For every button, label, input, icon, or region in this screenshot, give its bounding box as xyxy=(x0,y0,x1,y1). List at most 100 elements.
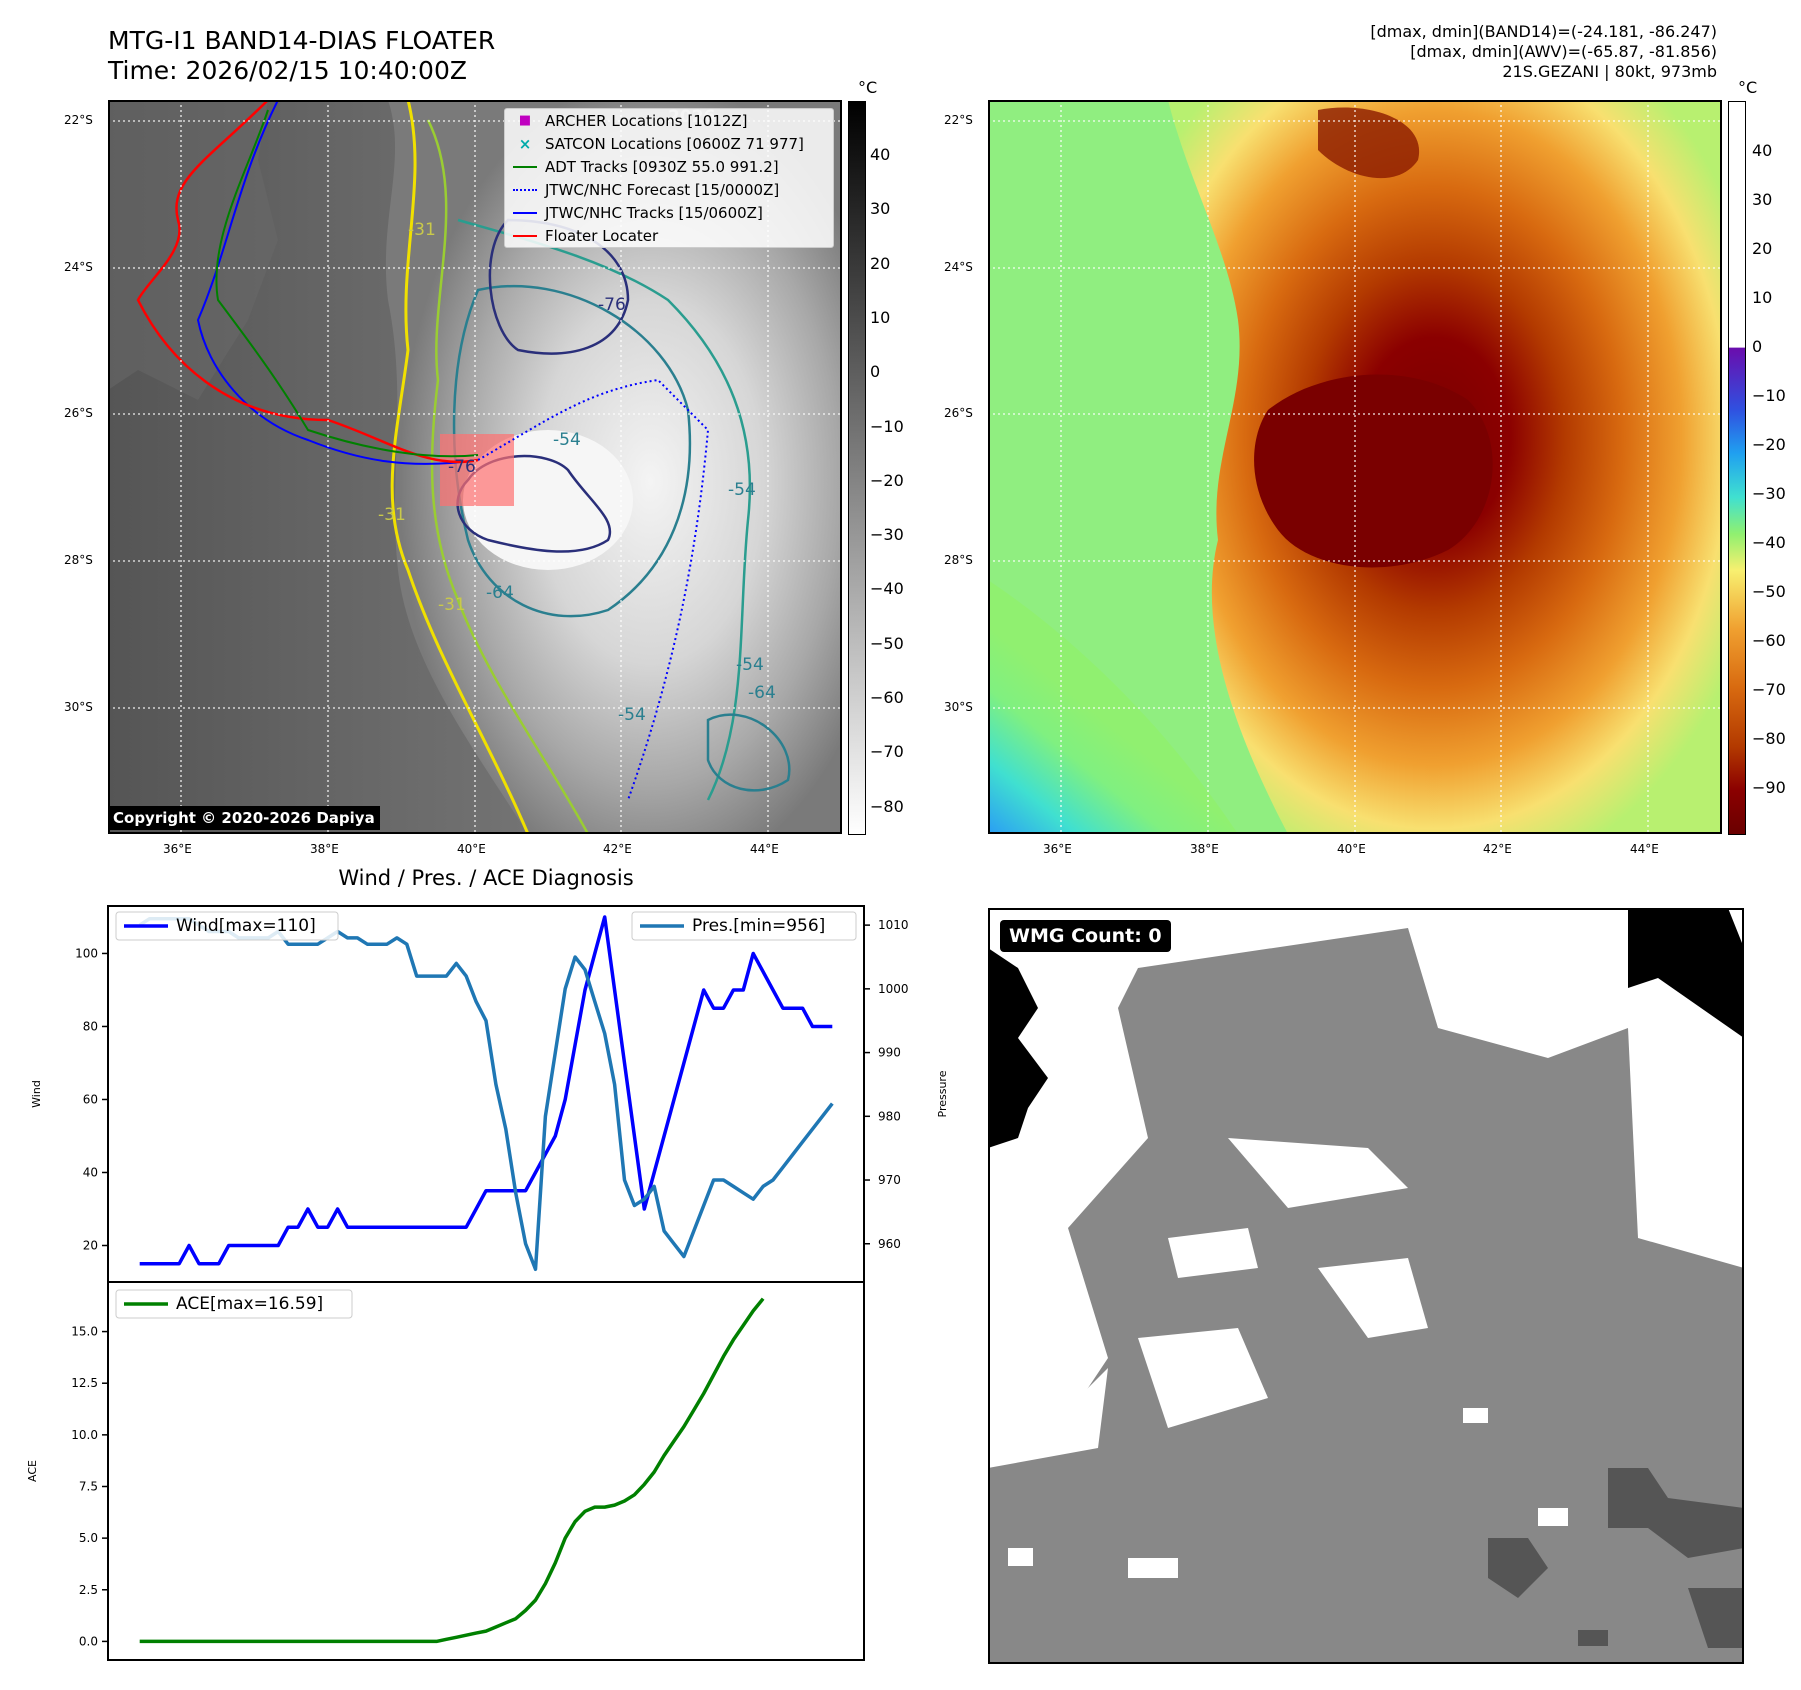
ir-color-frame xyxy=(988,100,1722,834)
contour-label: -76 xyxy=(448,457,476,477)
colorbar-tick-label: 10 xyxy=(870,307,891,327)
y-tick-label: 60 xyxy=(83,1092,98,1106)
lat-tick-label: 26°S xyxy=(64,406,93,420)
colorbar-tick-label: 0 xyxy=(870,362,881,382)
y-right-tick-label: 970 xyxy=(878,1173,901,1187)
wind-axis-label: Wind xyxy=(30,1080,43,1108)
legend-item-tracks: JTWC/NHC Tracks [15/0600Z] xyxy=(505,201,833,224)
pressure-series-line xyxy=(138,916,834,1272)
contour-label: -64 xyxy=(748,683,776,703)
info-line-1: [dmax, dmin](BAND14)=(-24.181, -86.247) xyxy=(1370,22,1717,41)
colorbar-tick-label: −10 xyxy=(870,416,904,436)
lon-tick-label: 40°E xyxy=(457,842,486,856)
lat-tick-label: 24°S xyxy=(64,260,93,274)
info-line-2: [dmax, dmin](AWV)=(-65.87, -81.856) xyxy=(1410,42,1717,61)
colorbar-tick-label: −70 xyxy=(1752,680,1786,699)
gray-colorbar-unit: °C xyxy=(858,78,878,97)
contour-label: -31 xyxy=(408,220,436,240)
colorbar-tick-label: −90 xyxy=(1752,778,1786,797)
y-right-tick-label: 1000 xyxy=(878,982,909,996)
colorbar-tick-label: −10 xyxy=(1752,386,1786,405)
colorbar-tick-label: 20 xyxy=(1752,239,1773,258)
colorbar-tick-label: −20 xyxy=(870,470,904,490)
pressure-legend-box xyxy=(631,911,857,941)
colorbar-tick-label: 20 xyxy=(870,253,891,273)
lat-tick-label: 30°S xyxy=(944,700,973,714)
ace-tick-label: 15.0 xyxy=(71,1325,98,1339)
legend-item-forecast: JTWC/NHC Forecast [15/0000Z] xyxy=(505,178,833,201)
lat-tick-label: 28°S xyxy=(944,553,973,567)
color-colorbar xyxy=(1728,101,1746,835)
lower-plot-frame xyxy=(107,1281,865,1661)
lon-tick-label: 40°E xyxy=(1337,842,1366,856)
ace-tick-label: 12.5 xyxy=(71,1376,98,1390)
colorbar-tick-label: −30 xyxy=(1752,484,1786,503)
lon-tick-label: 42°E xyxy=(603,842,632,856)
ace-tick-label: 2.5 xyxy=(79,1583,98,1597)
color-colorbar-unit: °C xyxy=(1738,78,1758,97)
title-line-1: MTG-I1 BAND14-DIAS FLOATER xyxy=(108,26,496,55)
legend-item-satcon: × SATCON Locations [0600Z 71 977] xyxy=(505,132,833,155)
colorbar-tick-label: 40 xyxy=(1752,141,1773,160)
colorbar-tick-label: −20 xyxy=(1752,435,1786,454)
ace-tick-label: 10.0 xyxy=(71,1428,98,1442)
copyright-label: Copyright © 2020-2026 Dapiya xyxy=(108,806,380,830)
lat-tick-label: 30°S xyxy=(64,700,93,714)
wind-legend-box xyxy=(115,911,339,941)
colorbar-tick-label: −70 xyxy=(870,742,904,762)
ace-tick-label: 7.5 xyxy=(79,1479,98,1493)
y-tick-label: 100 xyxy=(75,946,98,960)
lon-tick-label: 44°E xyxy=(750,842,779,856)
tracks-line-icon xyxy=(513,211,537,214)
lon-tick-label: 38°E xyxy=(1190,842,1219,856)
y-right-tick-label: 990 xyxy=(878,1046,901,1060)
wmg-count-badge: WMG Count: 0 xyxy=(1000,920,1171,952)
y-right-tick-label: 960 xyxy=(878,1237,901,1251)
lat-tick-label: 22°S xyxy=(944,113,973,127)
contour-label: -54 xyxy=(618,705,646,725)
wind-series-line xyxy=(139,915,833,1266)
adt-line-icon xyxy=(513,165,537,168)
colorbar-tick-label: −40 xyxy=(870,579,904,599)
y-right-tick-label: 1010 xyxy=(878,918,909,932)
contour-label: -64 xyxy=(486,583,514,603)
contour-label: -54 xyxy=(553,430,581,450)
ace-tick-label: 5.0 xyxy=(79,1531,98,1545)
colorbar-tick-label: −80 xyxy=(870,796,904,816)
ace-legend-box xyxy=(115,1289,353,1319)
lat-tick-label: 24°S xyxy=(944,260,973,274)
floater-box xyxy=(440,434,514,506)
colorbar-tick-label: −50 xyxy=(870,633,904,653)
figure-info: [dmax, dmin](BAND14)=(-24.181, -86.247) … xyxy=(1370,22,1717,82)
lon-tick-label: 42°E xyxy=(1483,842,1512,856)
contour-label: -54 xyxy=(736,655,764,675)
gray-colorbar xyxy=(848,101,866,835)
pressure-legend-label: Pres.[min=956] xyxy=(692,916,825,936)
track-legend: ■ ARCHER Locations [1012Z] × SATCON Loca… xyxy=(504,108,834,248)
lon-tick-label: 36°E xyxy=(1043,842,1072,856)
ace-tick-label: 0.0 xyxy=(79,1634,98,1648)
ace-series-line xyxy=(139,1297,765,1644)
floater-line-icon xyxy=(513,234,537,237)
pressure-axis-label: Pressure xyxy=(936,1070,949,1117)
ir-color-map xyxy=(988,100,1722,834)
lon-tick-label: 36°E xyxy=(163,842,192,856)
wind-legend-label: Wind[max=110] xyxy=(176,916,316,936)
colorbar-tick-label: −60 xyxy=(870,688,904,707)
contour-label: -31 xyxy=(438,595,466,615)
chart-title: Wind / Pres. / ACE Diagnosis xyxy=(338,866,634,890)
colorbar-tick-label: 30 xyxy=(1752,190,1773,209)
legend-item-floater: Floater Locater xyxy=(505,224,833,247)
colorbar-tick-label: 30 xyxy=(870,199,891,219)
lat-tick-label: 26°S xyxy=(944,406,973,420)
forecast-line-icon xyxy=(513,188,537,191)
ir-gray-frame xyxy=(108,100,842,834)
lon-tick-label: 38°E xyxy=(310,842,339,856)
lon-tick-label: 44°E xyxy=(1630,842,1659,856)
y-right-tick-label: 980 xyxy=(878,1109,901,1123)
archer-marker-icon: ■ xyxy=(518,113,532,128)
colorbar-tick-label: 40 xyxy=(870,145,891,164)
colorbar-tick-label: −80 xyxy=(1752,729,1786,748)
diagnosis-chart: 20 40 60 80 100 960 970 980 990 1000 1010 0.0 2.5 5.0… xyxy=(26,905,949,1661)
wmg-frame xyxy=(988,908,1744,1664)
